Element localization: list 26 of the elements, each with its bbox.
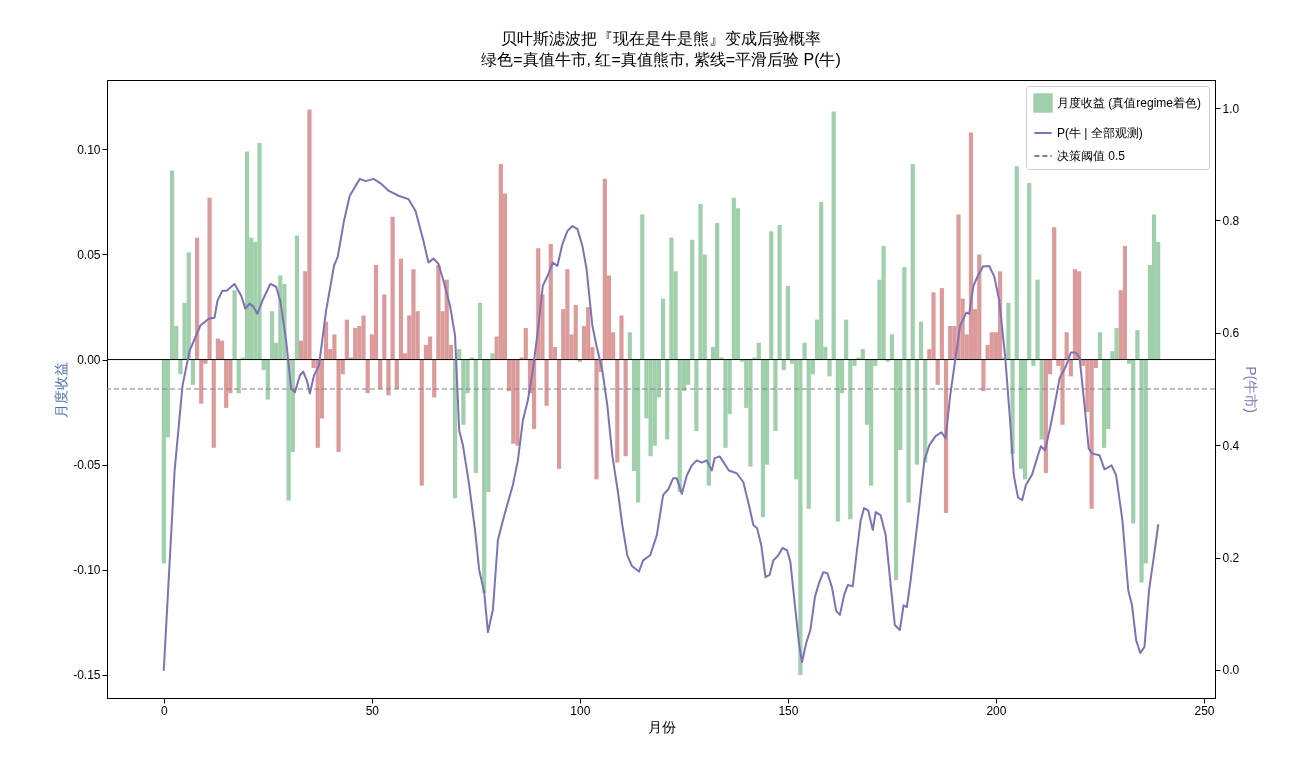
x-tick-label: 150 bbox=[778, 703, 799, 718]
x-tick-label: 50 bbox=[365, 703, 380, 718]
x-tick-label: 250 bbox=[1194, 703, 1215, 718]
x-tick-label: 100 bbox=[570, 703, 591, 718]
y-tick-label: 0.10 bbox=[77, 142, 101, 157]
y-tick-label: 0.00 bbox=[77, 353, 101, 368]
x-axis-title: 月份 bbox=[647, 718, 676, 735]
legend-label: 决策阈值 0.5 bbox=[1057, 149, 1126, 163]
y2-tick-label: 0.0 bbox=[1222, 663, 1240, 678]
y-tick-label: -0.10 bbox=[73, 563, 101, 578]
y2-tick-label: 1.0 bbox=[1222, 101, 1240, 116]
legend-label: P(牛 | 全部观测) bbox=[1057, 126, 1143, 140]
legend-label: 月度收益 (真值regime着色) bbox=[1057, 96, 1202, 110]
x-tick-label: 200 bbox=[986, 703, 1007, 718]
y2-tick-label: 0.6 bbox=[1222, 326, 1240, 341]
y2-tick-label: 0.4 bbox=[1222, 438, 1240, 453]
chart-title: 贝叶斯滤波把『现在是牛是熊』变成后验概率 bbox=[501, 30, 821, 47]
y-tick-label: 0.05 bbox=[77, 247, 101, 262]
y2-axis-title: P(牛市) bbox=[1243, 366, 1260, 413]
chart-subtitle: 绿色=真值牛市, 红=真值熊市, 紫线=平滑后验 P(牛) bbox=[481, 51, 841, 68]
y2-tick-label: 0.2 bbox=[1222, 551, 1240, 566]
y-tick-label: -0.05 bbox=[73, 458, 101, 473]
y2-tick-label: 0.8 bbox=[1222, 213, 1240, 228]
x-tick-label: 0 bbox=[160, 703, 168, 718]
y-tick-label: -0.15 bbox=[73, 668, 101, 683]
y-axis-title: 月度收益 bbox=[53, 361, 70, 418]
